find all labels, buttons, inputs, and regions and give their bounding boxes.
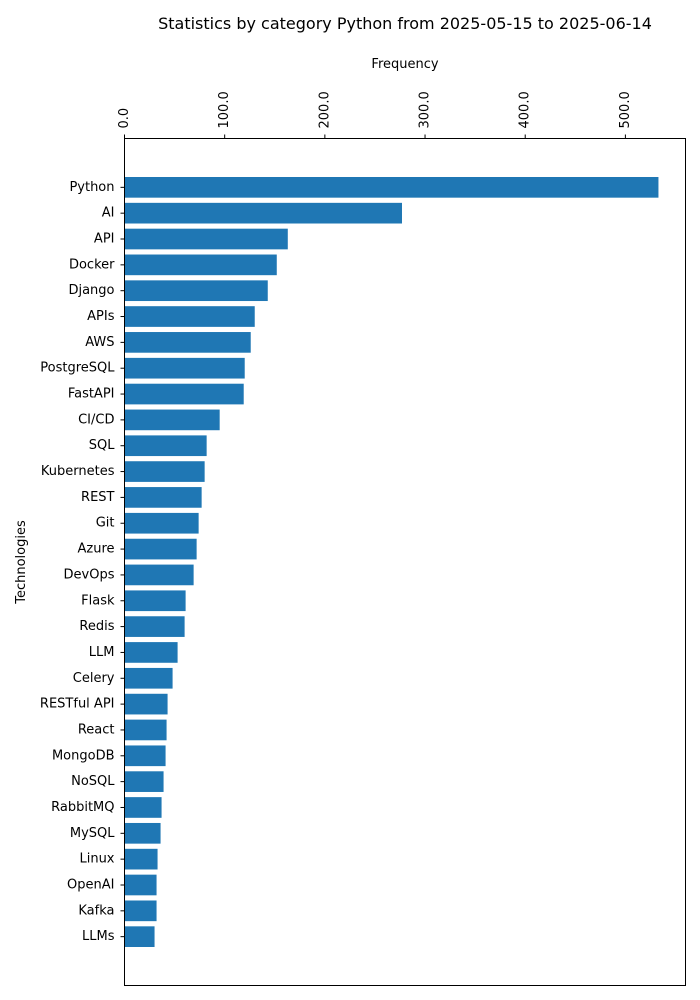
bar-openai [124, 874, 157, 896]
y-tick-label: AWS [85, 335, 114, 350]
y-tick-label: Django [68, 283, 114, 298]
y-tick-label: Kafka [78, 903, 114, 918]
bar-mysql [124, 822, 161, 844]
bar-ai [124, 202, 402, 224]
y-tick-label: Flask [81, 593, 115, 608]
chart-title: Statistics by category Python from 2025-… [158, 14, 652, 33]
x-tick-label: 500.0 [618, 91, 633, 128]
y-tick-label: Kubernetes [41, 464, 115, 479]
bar-rest [124, 487, 202, 508]
bar-kubernetes [124, 461, 205, 482]
x-tick-label: 0.0 [117, 108, 132, 129]
y-tick-label: RESTful API [40, 697, 115, 712]
x-axis-ticks: 0.0 100.0 200.0 300.0 400.0 500.0 [117, 91, 633, 139]
y-tick-label: API [94, 232, 115, 247]
y-tick-label: CI/CD [78, 412, 114, 427]
bar-nosql [124, 771, 164, 792]
bar-react [124, 719, 167, 741]
bar-redis [124, 616, 185, 637]
plot-area-frame [124, 138, 686, 986]
y-tick-label: PostgreSQL [40, 361, 115, 376]
bar-aws [124, 332, 251, 353]
bar-api [124, 228, 288, 250]
bar-fastapi [124, 383, 244, 405]
y-tick-label: RabbitMQ [51, 800, 114, 815]
y-tick-label: React [78, 722, 115, 737]
x-tick-label: 300.0 [418, 91, 433, 128]
bar-linux [124, 848, 158, 870]
x-tick-label: 400.0 [518, 91, 533, 128]
y-tick-label: FastAPI [68, 387, 115, 402]
y-tick-label: LLMs [82, 929, 115, 944]
y-axis-ticks: Python AI API Docker Django APIs AWS PostgreSQL… [40, 180, 125, 944]
bar-postgresql [124, 357, 245, 379]
bar-apis [124, 306, 255, 327]
y-tick-label: Azure [77, 542, 114, 557]
x-axis-label: Frequency [371, 57, 438, 72]
bar-azure [124, 538, 197, 560]
bar-mongodb [124, 745, 166, 767]
bar-ci-cd [124, 409, 220, 431]
bar-rabbitmq [124, 797, 162, 818]
y-tick-label: SQL [89, 438, 115, 453]
y-tick-label: DevOps [64, 567, 115, 582]
y-tick-label: MySQL [70, 826, 115, 841]
y-tick-label: LLM [89, 645, 115, 660]
bars-layer [124, 177, 659, 947]
y-tick-label: Docker [69, 257, 115, 272]
y-axis-label: Technologies [14, 520, 29, 605]
bar-django [124, 280, 268, 302]
x-tick-label: 200.0 [317, 91, 332, 128]
y-tick-label: AI [102, 206, 115, 221]
y-tick-label: Git [96, 516, 115, 531]
bar-python [124, 177, 659, 198]
bar-sql [124, 435, 207, 457]
bar-llms [124, 926, 155, 947]
y-tick-label: REST [81, 490, 114, 505]
bar-git [124, 512, 199, 534]
bar-flask [124, 590, 186, 612]
bar-restful-api [124, 693, 168, 715]
bar-docker [124, 254, 277, 276]
y-tick-label: APIs [87, 309, 115, 324]
y-tick-label: MongoDB [52, 748, 115, 763]
y-tick-label: OpenAI [67, 877, 114, 892]
y-tick-label: Python [69, 180, 114, 195]
bar-celery [124, 667, 173, 689]
bar-kafka [124, 900, 157, 922]
bar-llm [124, 642, 178, 663]
x-tick-label: 100.0 [217, 91, 232, 128]
y-tick-label: NoSQL [71, 774, 115, 789]
y-tick-label: Linux [79, 852, 114, 867]
y-tick-label: Redis [79, 619, 114, 634]
y-tick-label: Celery [73, 671, 115, 686]
bar-devops [124, 564, 194, 586]
